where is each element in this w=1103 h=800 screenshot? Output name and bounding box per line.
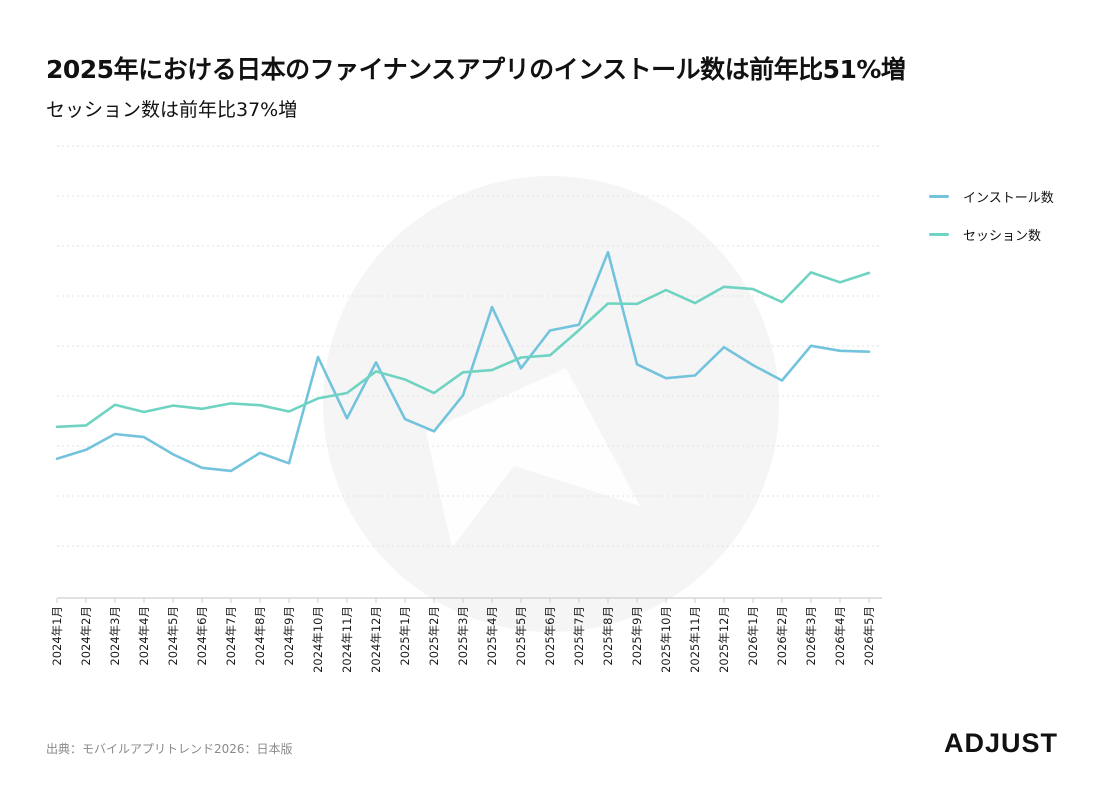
watermark-logo-icon <box>323 176 779 632</box>
x-tick-label: 2025年6月 <box>543 606 557 666</box>
x-tick-label: 2024年7月 <box>224 606 238 666</box>
chart-title: 2025年における日本のファイナンスアプリのインストール数は前年比51%増 <box>46 55 906 84</box>
x-tick-label: 2024年11月 <box>340 606 354 673</box>
x-tick-label: 2024年6月 <box>195 606 209 666</box>
source-note: 出典：モバイルアプリトレンド2026：日本版 <box>46 742 293 756</box>
sessions-series-line <box>55 271 871 429</box>
x-tick-label: 2025年10月 <box>659 606 673 673</box>
x-tick-label: 2026年4月 <box>833 606 847 666</box>
x-tick-label: 2025年9月 <box>630 606 644 666</box>
x-tick-label: 2024年3月 <box>108 606 122 666</box>
x-tick-label: 2025年11月 <box>688 606 702 673</box>
x-axis-tick-labels: 2024年1月 2024年2月 2024年3月 2024年4月 2024年5月 2024年… <box>50 606 876 673</box>
x-tick-label: 2024年4月 <box>137 606 151 666</box>
x-tick-label: 2024年2月 <box>79 606 93 666</box>
x-tick-label: 2026年2月 <box>775 606 789 666</box>
x-tick-label: 2024年9月 <box>282 606 296 666</box>
x-tick-label: 2026年5月 <box>862 606 876 666</box>
legend-item-installs[interactable]: インストール数 <box>929 186 1054 206</box>
legend-label-sessions: セッション数 <box>963 228 1042 244</box>
x-tick-label: 2025年12月 <box>717 606 731 673</box>
x-tick-label: 2025年5月 <box>514 606 528 666</box>
x-tick-label: 2025年7月 <box>572 606 586 666</box>
x-tick-label: 2024年10月 <box>311 606 325 673</box>
installs-series-line <box>55 250 871 473</box>
x-tick-label: 2024年5月 <box>166 606 180 666</box>
x-tick-label: 2025年1月 <box>398 606 412 666</box>
x-tick-label: 2026年3月 <box>804 606 818 666</box>
legend: インストール数 セッション数 <box>929 186 1054 262</box>
legend-label-installs: インストール数 <box>963 190 1054 206</box>
adjust-logo: ADJUST <box>944 728 1059 758</box>
x-tick-label: 2024年12月 <box>369 606 383 673</box>
x-tick-label: 2025年4月 <box>485 606 499 666</box>
watermark-mark <box>426 368 640 548</box>
chart-subtitle: セッション数は前年比37%増 <box>46 99 298 121</box>
x-tick-label: 2025年8月 <box>601 606 615 666</box>
x-tick-label: 2024年8月 <box>253 606 267 666</box>
x-tick-label: 2025年3月 <box>456 606 470 666</box>
series-lines <box>55 250 871 473</box>
x-axis <box>56 597 882 603</box>
x-tick-label: 2024年1月 <box>50 606 64 666</box>
legend-swatch-installs <box>929 194 949 198</box>
legend-swatch-sessions <box>929 232 949 236</box>
legend-item-sessions[interactable]: セッション数 <box>929 224 1054 244</box>
x-tick-label: 2025年2月 <box>427 606 441 666</box>
x-tick-label: 2026年1月 <box>746 606 760 666</box>
